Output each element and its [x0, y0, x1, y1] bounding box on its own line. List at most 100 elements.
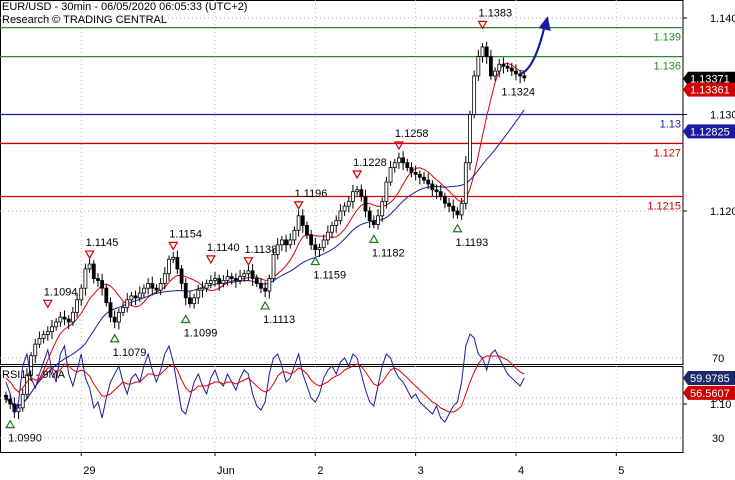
rsi_ma-value-tag-label: 56.5607 [690, 388, 730, 400]
candle-body [41, 334, 46, 339]
candle-body [497, 63, 502, 72]
candle [112, 310, 117, 329]
candle-body [204, 282, 209, 289]
candle [279, 236, 284, 251]
forecast-arrow [519, 16, 551, 76]
candle [175, 250, 180, 274]
candle [50, 320, 54, 339]
target-line-label: 1.136 [653, 61, 681, 73]
candle-body [116, 311, 121, 323]
candle-body [317, 247, 322, 250]
swing-high-label: 1.1228 [353, 157, 387, 169]
candle [37, 331, 42, 349]
candle-body [367, 210, 372, 222]
candle-body [342, 205, 347, 212]
candle-body [162, 273, 167, 284]
candle-body [384, 181, 389, 202]
candle-body [438, 191, 443, 197]
candle-body [405, 162, 410, 168]
candle-body [100, 280, 105, 289]
candle [87, 257, 92, 273]
candle [16, 404, 21, 420]
rsi-value-tag [683, 371, 735, 386]
candle [451, 199, 456, 219]
candle [162, 266, 167, 290]
candle-body [430, 183, 435, 191]
candle [321, 234, 326, 252]
candle [238, 269, 242, 285]
candle [371, 215, 376, 229]
candle [472, 70, 477, 119]
swing-high-label: 1.1258 [395, 128, 429, 140]
main-frame [0, 0, 684, 365]
candle [346, 196, 351, 213]
swing-high-marker [42, 299, 53, 309]
candle [342, 202, 347, 217]
candle [54, 318, 59, 331]
candle [204, 279, 209, 293]
candle-body [392, 162, 397, 168]
candle [200, 281, 205, 298]
swing-low-label: 1.1099 [184, 327, 218, 339]
time-tick-label: 3 [418, 465, 424, 477]
candle [351, 184, 355, 209]
candle-body [313, 244, 318, 250]
candle-body [330, 225, 334, 233]
candle [233, 273, 238, 288]
candle [468, 110, 472, 171]
candle [514, 64, 518, 81]
candle-body [359, 189, 364, 197]
candle [108, 297, 113, 323]
main-grid [0, 0, 684, 405]
candle-body [284, 239, 288, 246]
price-tick-label: 1.130 [710, 110, 735, 122]
candle-body [62, 316, 67, 320]
price-tick-label: 1.120 [710, 206, 735, 218]
candle [75, 293, 79, 318]
candle-body [459, 202, 464, 216]
pivot-line-label: 1.13 [660, 119, 681, 131]
candle [505, 62, 510, 73]
candle [79, 284, 84, 306]
candle [401, 151, 406, 171]
candle-body [476, 56, 481, 77]
candle [192, 293, 197, 309]
candle [463, 155, 468, 210]
candle [476, 49, 481, 81]
candle-body [376, 215, 380, 225]
candle-body [522, 75, 527, 79]
candle [388, 160, 393, 186]
candle-body [413, 171, 418, 175]
candle [430, 180, 435, 196]
candle-body [434, 189, 439, 193]
candle-body [514, 70, 518, 75]
candle [196, 284, 201, 305]
candle [367, 207, 372, 228]
time-axis: 29 Jun 2 3 4 5 [0, 452, 683, 477]
candle-body [442, 196, 447, 204]
candle-body [183, 282, 188, 299]
candle-body [142, 287, 146, 294]
candle-body [263, 287, 268, 292]
candle-body [200, 287, 205, 291]
swing-annotations: 1.0990 1.1094 1.1145 1.1079 1.1154 1.1099 1.11… [5, 7, 535, 445]
candle [208, 275, 213, 289]
swing-high-marker [168, 241, 179, 251]
swing-high-label: 1.1138 [244, 244, 277, 256]
candle [292, 226, 297, 245]
pivot-value-tag-label: 1.12825 [690, 126, 730, 138]
candle-body [259, 282, 263, 289]
swing-low-marker [368, 234, 379, 243]
swing-high-label: 1.1094 [44, 286, 78, 298]
candle [41, 330, 46, 344]
candle [267, 274, 272, 299]
candle [125, 293, 130, 313]
candle [359, 184, 364, 202]
candle [137, 286, 142, 302]
candle-body [192, 297, 197, 305]
candle [409, 162, 414, 178]
candle-body [208, 280, 213, 284]
price-value-tag [683, 71, 735, 86]
time-tick-label: 4 [518, 465, 524, 477]
